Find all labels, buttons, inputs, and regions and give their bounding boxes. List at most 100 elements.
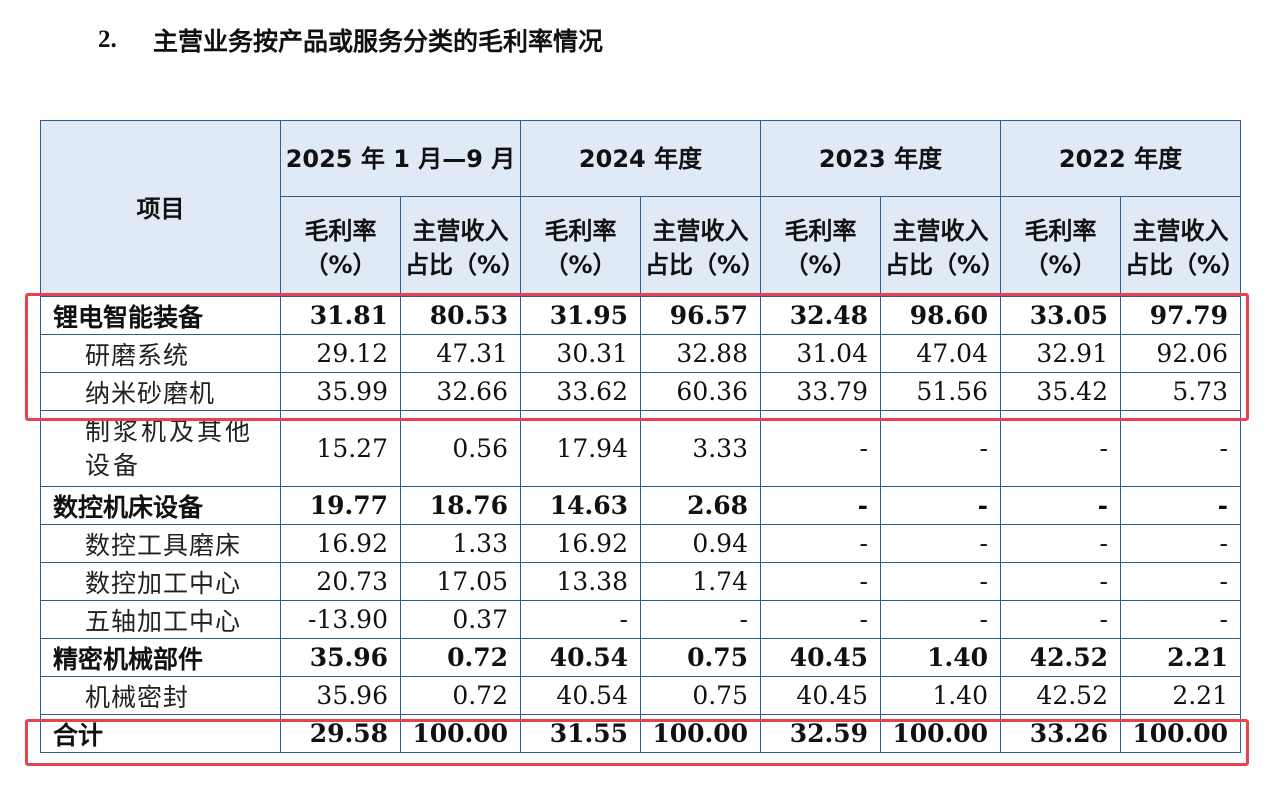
category-label: 精密机械部件	[40, 638, 281, 677]
margin-cell: 20.73	[280, 562, 401, 601]
margin-cell: 33.26	[1000, 714, 1121, 753]
gross-margin-table: 项目 2025 年 1 月—9 月 2024 年度 2023 年度 2022 年…	[40, 120, 1241, 753]
table-row: 精密机械部件 35.96 0.72 40.54 0.75 40.45 1.40 42.52 2.…	[40, 638, 1241, 677]
section-title: 主营业务按产品或服务分类的毛利率情况	[153, 27, 604, 56]
margin-cell: 35.96	[280, 638, 401, 677]
margin-cell: -	[760, 486, 881, 525]
margin-cell: 42.52	[1000, 638, 1121, 677]
subcategory-label: 五轴加工中心	[40, 600, 281, 639]
margin-cell: 40.45	[760, 676, 881, 715]
share-cell: 80.53	[400, 296, 521, 335]
share-cell: 0.72	[400, 638, 521, 677]
share-cell: 0.37	[400, 600, 521, 639]
margin-cell: -	[1000, 600, 1121, 639]
share-cell: 0.94	[640, 524, 761, 563]
margin-cell: 31.55	[520, 714, 641, 753]
share-cell: 3.33	[640, 410, 761, 487]
table-row: 制浆机及其他设备 15.27 0.56 17.94 3.33- - - -	[40, 410, 1241, 487]
margin-cell: -13.90	[280, 600, 401, 639]
margin-cell: 30.31	[520, 334, 641, 373]
table-row: 合计 29.58 100.00 31.55 100.00 32.59 100.00 33.26…	[40, 714, 1241, 753]
margin-cell: 15.27	[280, 410, 401, 487]
share-cell: -	[1120, 562, 1241, 601]
margin-cell: -	[520, 600, 641, 639]
margin-cell: 40.54	[520, 638, 641, 677]
header-period: 2022 年度	[1000, 120, 1241, 197]
header-margin: 毛利率（%）	[1000, 196, 1121, 297]
share-cell: 32.88	[640, 334, 761, 373]
share-cell: -	[880, 524, 1001, 563]
section-number: 2.	[98, 26, 117, 53]
subcategory-label: 机械密封	[40, 676, 281, 715]
header-item: 项目	[40, 120, 281, 297]
share-cell: 98.60	[880, 296, 1001, 335]
share-cell: -	[1120, 524, 1241, 563]
share-cell: 100.00	[400, 714, 521, 753]
category-label: 数控机床设备	[40, 486, 281, 525]
margin-cell: 33.79	[760, 372, 881, 411]
margin-cell: 33.62	[520, 372, 641, 411]
margin-cell: 29.12	[280, 334, 401, 373]
margin-cell: -	[1000, 410, 1121, 487]
margin-cell: 32.48	[760, 296, 881, 335]
share-cell: -	[880, 562, 1001, 601]
table-row: 五轴加工中心 -13.90 0.37- - - - - -	[40, 600, 1241, 639]
share-cell: 0.72	[400, 676, 521, 715]
share-cell: -	[880, 410, 1001, 487]
margin-cell: 14.63	[520, 486, 641, 525]
subcategory-label: 纳米砂磨机	[40, 372, 281, 411]
share-cell: 51.56	[880, 372, 1001, 411]
margin-cell: 16.92	[280, 524, 401, 563]
share-cell: 100.00	[640, 714, 761, 753]
share-cell: 1.40	[880, 676, 1001, 715]
share-cell: 2.68	[640, 486, 761, 525]
share-cell: -	[880, 486, 1001, 525]
share-cell: 0.56	[400, 410, 521, 487]
margin-cell: 42.52	[1000, 676, 1121, 715]
subcategory-label: 研磨系统	[40, 334, 281, 373]
header-period: 2025 年 1 月—9 月	[280, 120, 521, 197]
header-margin: 毛利率（%）	[280, 196, 401, 297]
header-share: 主营收入占比（%）	[400, 196, 521, 297]
share-cell: 1.33	[400, 524, 521, 563]
share-cell: 2.21	[1120, 676, 1241, 715]
table-row: 机械密封 35.96 0.72 40.54 0.75 40.45 1.40 42.52 2.21	[40, 676, 1241, 715]
category-label: 锂电智能装备	[40, 296, 281, 335]
share-cell: 0.75	[640, 638, 761, 677]
header-margin: 毛利率（%）	[760, 196, 881, 297]
margin-cell: 35.96	[280, 676, 401, 715]
table-body: 锂电智能装备 31.81 80.53 31.95 96.57 32.48 98.60 33.0…	[40, 296, 1241, 753]
margin-cell: 16.92	[520, 524, 641, 563]
share-cell: -	[1120, 486, 1241, 525]
section-heading: 2. 主营业务按产品或服务分类的毛利率情况	[98, 18, 603, 62]
margin-cell: 35.99	[280, 372, 401, 411]
share-cell: 5.73	[1120, 372, 1241, 411]
header-share: 主营收入占比（%）	[640, 196, 761, 297]
share-cell: -	[640, 600, 761, 639]
margin-cell: 31.95	[520, 296, 641, 335]
margin-cell: 31.04	[760, 334, 881, 373]
share-cell: 0.75	[640, 676, 761, 715]
share-cell: 97.79	[1120, 296, 1241, 335]
table-row: 研磨系统 29.12 47.31 30.31 32.88 31.04 47.04 32.91 9…	[40, 334, 1241, 373]
category-label: 合计	[40, 714, 281, 753]
margin-cell: 40.45	[760, 638, 881, 677]
margin-cell: -	[760, 410, 881, 487]
table-row: 数控加工中心 20.73 17.05 13.38 1.74- - - -	[40, 562, 1241, 601]
margin-cell: 31.81	[280, 296, 401, 335]
subcategory-label: 数控工具磨床	[40, 524, 281, 563]
margin-cell: 29.58	[280, 714, 401, 753]
share-cell: 17.05	[400, 562, 521, 601]
share-cell: -	[880, 600, 1001, 639]
table-row: 锂电智能装备 31.81 80.53 31.95 96.57 32.48 98.60 33.0…	[40, 296, 1241, 335]
margin-cell: 40.54	[520, 676, 641, 715]
table-row: 数控工具磨床 16.92 1.33 16.92 0.94- - - -	[40, 524, 1241, 563]
header-share: 主营收入占比（%）	[880, 196, 1001, 297]
share-cell: 60.36	[640, 372, 761, 411]
margin-cell: -	[1000, 524, 1121, 563]
share-cell: 92.06	[1120, 334, 1241, 373]
share-cell: -	[1120, 600, 1241, 639]
share-cell: 1.74	[640, 562, 761, 601]
margin-cell: 13.38	[520, 562, 641, 601]
margin-cell: 19.77	[280, 486, 401, 525]
